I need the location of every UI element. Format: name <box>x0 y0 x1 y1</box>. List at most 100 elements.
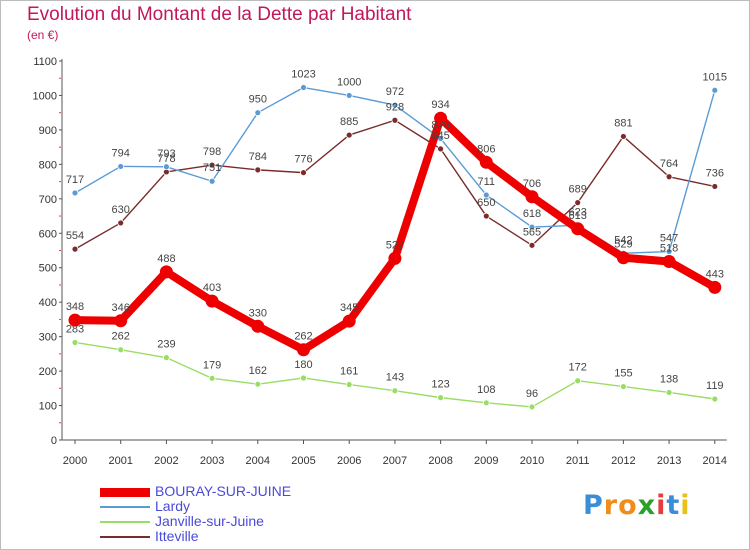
data-point <box>68 313 82 327</box>
logo-letter: P <box>583 490 604 521</box>
x-tick-label: 2006 <box>337 455 361 467</box>
logo-letter: i <box>680 490 691 521</box>
data-label: 161 <box>340 366 358 378</box>
legend-swatch <box>100 506 150 508</box>
data-label: 706 <box>523 178 541 190</box>
logo-letter: o <box>618 490 638 521</box>
x-tick-label: 2001 <box>108 455 132 467</box>
data-point <box>479 155 493 169</box>
data-label: 717 <box>66 174 84 186</box>
data-point <box>254 166 262 174</box>
y-tick-label: 400 <box>39 297 57 309</box>
data-label: 623 <box>569 206 587 218</box>
data-point <box>711 183 719 190</box>
data-point <box>391 387 399 395</box>
data-point <box>711 395 719 403</box>
data-point <box>482 191 490 199</box>
proxiti-logo: Proxiti <box>583 490 691 521</box>
x-tick-label: 2009 <box>474 455 498 467</box>
data-label: 689 <box>569 184 587 196</box>
y-tick-label: 0 <box>51 435 57 447</box>
data-label: 1000 <box>337 76 361 88</box>
data-point <box>159 265 173 279</box>
data-point <box>251 319 265 333</box>
data-point <box>437 394 445 402</box>
y-tick-label: 200 <box>39 366 57 378</box>
x-tick-label: 2011 <box>566 455 590 467</box>
data-label: 650 <box>477 197 495 209</box>
data-point <box>162 163 170 171</box>
x-tick-label: 2013 <box>657 455 681 467</box>
data-point <box>300 84 307 91</box>
data-point <box>300 374 307 382</box>
data-label: 172 <box>569 362 587 374</box>
data-label: 403 <box>203 282 221 294</box>
x-tick-label: 2000 <box>63 455 87 467</box>
chart-series <box>68 84 722 411</box>
legend-swatch <box>100 536 150 538</box>
data-label: 751 <box>203 162 221 174</box>
data-point <box>711 86 719 94</box>
data-label: 798 <box>203 146 221 158</box>
y-tick-label: 700 <box>39 194 57 206</box>
data-point <box>114 314 128 328</box>
data-label: 630 <box>112 204 130 216</box>
data-label: 330 <box>249 307 267 319</box>
data-point <box>482 399 490 407</box>
logo-letter: t <box>666 490 681 521</box>
data-label: 881 <box>614 117 632 129</box>
data-label: 972 <box>386 86 404 98</box>
data-label: 711 <box>478 176 496 188</box>
x-tick-label: 2008 <box>428 455 452 467</box>
data-point <box>665 248 673 255</box>
logo-letter: r <box>603 490 619 521</box>
data-point <box>205 294 219 308</box>
data-label: 778 <box>157 153 175 165</box>
data-label: 348 <box>66 301 84 313</box>
x-tick-label: 2002 <box>154 455 178 467</box>
data-point <box>345 131 353 139</box>
line-chart: 0 100 200 300 400 500 600 700 800 900 1000 1100 2000… <box>33 56 728 467</box>
data-point <box>574 199 582 207</box>
data-point <box>117 163 125 170</box>
chart-title: Evolution du Montant de la Dette par Hab… <box>27 4 412 25</box>
data-point <box>434 111 448 125</box>
data-label: 346 <box>112 302 130 314</box>
data-point <box>665 173 673 181</box>
data-label: 123 <box>431 379 449 391</box>
data-label: 793 <box>157 148 175 160</box>
data-point <box>71 339 79 346</box>
data-label: 143 <box>386 372 404 384</box>
data-point <box>620 383 627 390</box>
data-point <box>254 109 262 117</box>
data-point <box>525 190 539 204</box>
y-tick-label: 100 <box>39 401 57 413</box>
data-label: 262 <box>112 331 130 343</box>
data-label: 1023 <box>291 69 315 81</box>
legend-label: Lardy <box>155 498 191 514</box>
data-label: 764 <box>660 158 678 170</box>
x-tick-label: 2010 <box>520 455 544 467</box>
data-label: 950 <box>249 94 267 106</box>
data-label: 162 <box>249 365 267 377</box>
y-tick-label: 600 <box>39 228 57 240</box>
data-labels: 554 630 778 798 784 776 885 928 845 650 565 689 881 7… <box>66 69 727 400</box>
data-label: 1015 <box>703 71 727 83</box>
legend-swatch <box>100 487 150 497</box>
x-tick-label: 2007 <box>383 455 407 467</box>
data-point <box>71 245 79 253</box>
series-line-3 <box>74 119 716 250</box>
data-point <box>391 116 399 124</box>
data-label: 96 <box>526 388 538 400</box>
data-label: 138 <box>660 373 678 385</box>
data-point <box>616 251 630 265</box>
legend-label: Itteville <box>155 528 199 544</box>
y-tick-label: 900 <box>39 125 57 137</box>
data-label: 180 <box>294 359 312 371</box>
chart-subtitle: (en €) <box>27 28 59 42</box>
data-point <box>708 280 722 294</box>
x-tick-label: 2012 <box>611 455 635 467</box>
data-label: 784 <box>249 151 267 163</box>
data-point <box>665 389 673 396</box>
data-label: 443 <box>706 268 724 280</box>
